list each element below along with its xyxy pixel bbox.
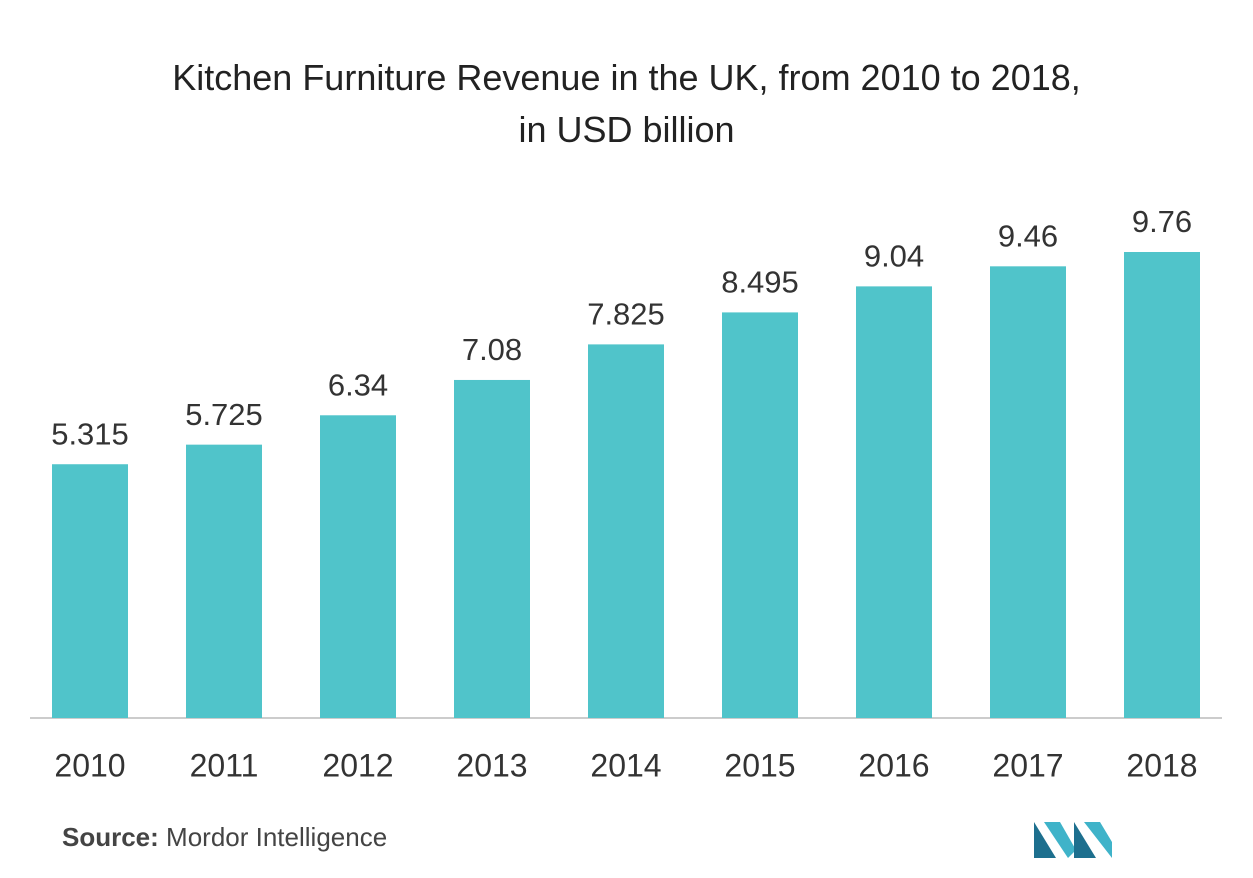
source-label: Source: <box>62 822 159 852</box>
bar <box>52 464 128 718</box>
value-label: 7.08 <box>462 332 522 367</box>
bar <box>1124 252 1200 718</box>
value-label: 7.825 <box>587 297 665 332</box>
x-tick-label: 2018 <box>1126 747 1197 783</box>
x-tick-label: 2014 <box>590 747 661 783</box>
bar <box>588 344 664 718</box>
x-tick-label: 2012 <box>322 747 393 783</box>
bar <box>856 286 932 718</box>
x-tick-label: 2010 <box>54 747 125 783</box>
chart-title: Kitchen Furniture Revenue in the UK, fro… <box>172 57 1081 150</box>
x-tick-label: 2017 <box>992 747 1063 783</box>
bar <box>320 415 396 718</box>
value-label: 5.315 <box>51 416 129 451</box>
value-label: 9.04 <box>864 239 924 274</box>
x-tick-label: 2016 <box>858 747 929 783</box>
bar <box>454 379 530 718</box>
bar <box>186 444 262 718</box>
value-label: 9.46 <box>998 219 1058 254</box>
logo <box>1034 822 1112 858</box>
bar <box>722 312 798 718</box>
x-tick-label: 2011 <box>190 747 259 783</box>
value-label: 9.76 <box>1132 204 1192 239</box>
source-text: Mordor Intelligence <box>166 822 388 852</box>
value-label: 5.725 <box>185 397 263 432</box>
value-label: 6.34 <box>328 367 388 402</box>
bar <box>990 266 1066 718</box>
source: Source: Mordor Intelligence <box>62 822 387 853</box>
x-tick-label: 2013 <box>456 747 527 783</box>
value-label: 8.495 <box>721 265 799 300</box>
x-tick-label: 2015 <box>724 747 795 783</box>
